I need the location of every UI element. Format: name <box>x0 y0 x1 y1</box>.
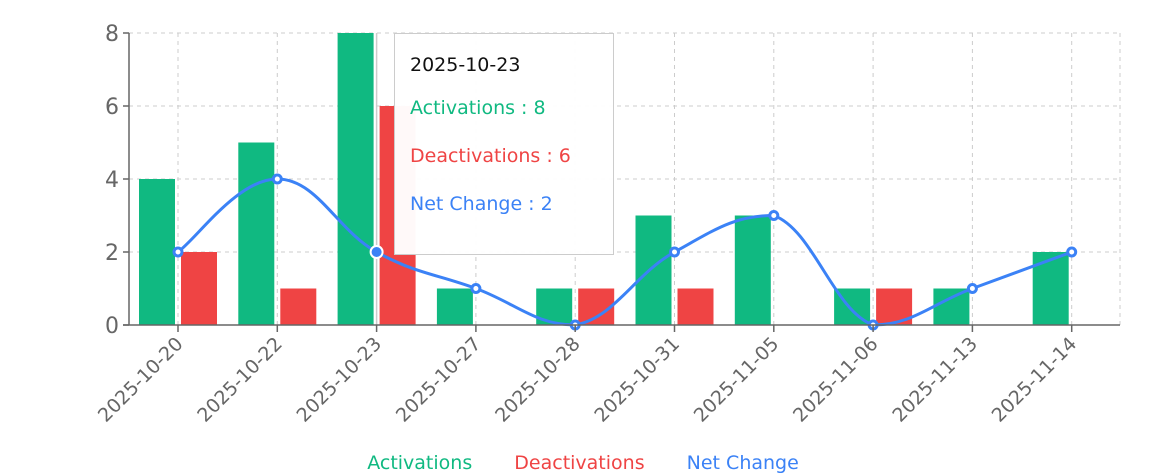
y-tick-label: 8 <box>105 22 119 47</box>
legend-item-deactivations[interactable]: Deactivations <box>514 452 645 474</box>
tooltip-activations: Activations : 8 <box>410 97 546 119</box>
x-tick-label: 2025-10-23 <box>292 333 386 427</box>
x-tick-label: 2025-10-28 <box>491 333 585 427</box>
net-change-dot <box>669 246 680 258</box>
net-change-path <box>177 177 1073 327</box>
net-change-dot <box>470 283 482 294</box>
x-tick-label: 2025-11-06 <box>789 333 883 427</box>
x-tick-label: 2025-10-31 <box>590 333 684 427</box>
bar-activations <box>139 179 175 325</box>
y-tick-label: 0 <box>105 314 119 339</box>
bar-deactivations <box>677 288 714 325</box>
net-change-dot <box>271 173 283 185</box>
y-tick-label: 2 <box>105 241 119 266</box>
bar-activations <box>635 215 672 325</box>
x-tick-label: 2025-11-14 <box>988 333 1082 427</box>
bar-activations <box>337 33 374 325</box>
bar-activations <box>933 288 970 325</box>
legend-item-activations[interactable]: Activations <box>367 452 473 474</box>
y-tick-label: 4 <box>105 168 119 193</box>
bar-activations <box>238 142 275 325</box>
x-tick-label: 2025-10-22 <box>193 333 287 427</box>
chart-tooltip: 2025-10-23 Activations : 8 Deactivations… <box>394 33 614 255</box>
x-tick-label: 2025-10-20 <box>94 333 188 427</box>
chart-legend: Activations Deactivations Net Change <box>0 452 1166 474</box>
tooltip-deactivations: Deactivations : 6 <box>410 145 571 167</box>
net-change-dot <box>966 283 978 294</box>
x-tick-label: 2025-11-05 <box>690 333 784 427</box>
bar-deactivations <box>181 252 217 325</box>
bar-activations <box>436 288 473 325</box>
net-change-dot <box>768 210 780 221</box>
bar-deactivations <box>280 288 317 325</box>
y-tick-label: 6 <box>105 95 119 120</box>
bar-activations <box>734 215 771 325</box>
bar-deactivations <box>578 288 615 325</box>
x-tick-label: 2025-10-27 <box>392 333 486 427</box>
net-change-dot <box>1066 246 1078 258</box>
tooltip-net-change: Net Change : 2 <box>410 193 553 215</box>
tooltip-title: 2025-10-23 <box>410 54 521 76</box>
net-change-dot <box>172 246 184 258</box>
x-tick-label: 2025-11-13 <box>888 333 982 427</box>
legend-item-net-change[interactable]: Net Change <box>686 452 799 474</box>
active-dot <box>369 245 384 259</box>
